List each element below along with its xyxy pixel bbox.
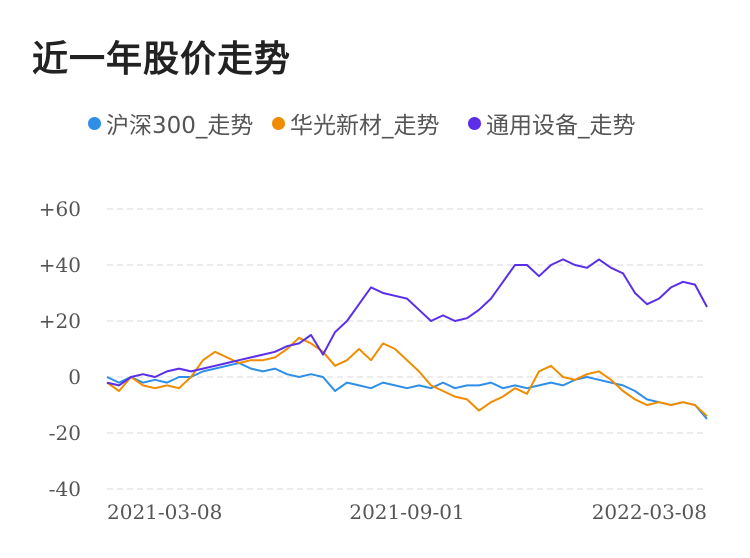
legend-label-hs300: 沪深300_走势: [106, 113, 254, 139]
legend-marker-hs300: [88, 116, 101, 130]
legend-marker-huaguang: [272, 116, 285, 130]
x-tick-label: 2021-03-08: [107, 500, 222, 524]
x-tick-label: 2021-09-01: [349, 500, 464, 524]
legend-marker-tongyong: [468, 116, 481, 130]
series-line-tongyong[interactable]: [106, 258, 708, 387]
legend: 沪深300_走势 华光新材_走势 通用设备_走势: [0, 106, 750, 142]
legend-label-huaguang: 华光新材_走势: [290, 113, 440, 139]
y-tick-label: +60: [39, 197, 81, 221]
legend-item-tongyong[interactable]: 通用设备_走势: [468, 106, 636, 140]
chart-title: 近一年股价走势: [32, 39, 292, 80]
y-tick-label: +40: [39, 253, 81, 277]
x-tick-label: 2022-03-08: [592, 500, 707, 524]
y-tick-label: -40: [49, 477, 81, 501]
y-tick-label: +20: [39, 309, 81, 333]
series-line-huaguang[interactable]: [106, 336, 708, 417]
legend-item-hs300[interactable]: 沪深300_走势: [88, 106, 253, 140]
legend-label-tongyong: 通用设备_走势: [486, 113, 636, 139]
y-tick-label: 0: [68, 365, 81, 389]
y-tick-label: -20: [49, 421, 81, 445]
series-line-hs300[interactable]: [106, 362, 708, 420]
legend-item-huaguang[interactable]: 华光新材_走势: [272, 106, 440, 140]
